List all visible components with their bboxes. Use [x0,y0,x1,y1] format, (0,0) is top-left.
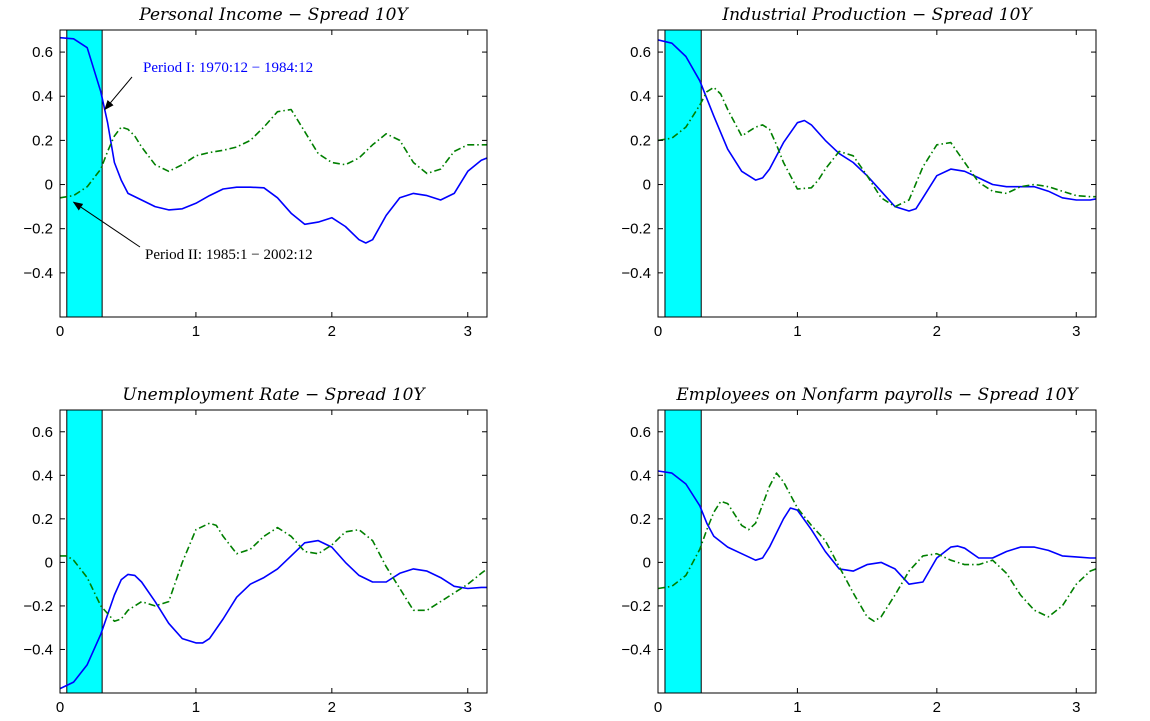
x-tick-label: 2 [933,699,941,716]
chart-title: Industrial Production − Spread 10Y [721,5,1033,25]
x-tick-label: 1 [793,699,801,716]
series-line-period-ii [60,522,487,623]
y-tick-label: 0.4 [630,88,651,105]
panel-nonfarm-payrolls: 0 1 2 3 −0.4 −0.2 0 0.2 0.4 0.6 Employees on Nonfa… [621,385,1097,716]
y-tick-label: −0.4 [621,641,651,658]
panel-personal-income: 0 1 2 3 −0.4 −0.2 0 0.2 0.4 0.6 Personal Income − … [23,5,488,340]
frequency-band [664,29,702,318]
y-tick-label: 0.4 [32,88,53,105]
y-tick-label: 0.2 [32,132,53,149]
series-line-period-ii [60,108,487,199]
axes-frame [59,409,488,694]
x-tick-label: 2 [328,699,336,716]
annotation-arrow [72,201,141,248]
y-tick-label: −0.2 [23,598,53,615]
x-tick-label: 0 [56,323,64,340]
y-tick-label: 0 [643,554,651,571]
axes-frame [657,409,1097,694]
y-tick-label: 0.6 [630,44,651,61]
series-line-period-i [60,36,487,244]
annotation-label: Period I: 1970:12 − 1984:12 [143,60,313,76]
panel-unemployment-rate: 0 1 2 3 −0.4 −0.2 0 0.2 0.4 0.6 Unemployment Rate … [23,385,488,716]
axes-frame [657,29,1097,318]
series-line-period-i [658,39,1096,212]
x-tick-label: 2 [328,323,336,340]
y-tick-label: 0.4 [32,467,53,484]
y-tick-label: 0 [45,554,53,571]
y-tick-label: 0.4 [630,467,651,484]
axes-frame [59,29,488,318]
x-tick-label: 3 [464,699,472,716]
x-tick-label: 1 [793,323,801,340]
x-tick-label: 2 [933,323,941,340]
frequency-band [66,409,103,694]
y-tick-label: 0.2 [630,132,651,149]
y-tick-label: 0.6 [32,424,53,441]
y-tick-label: −0.2 [23,221,53,238]
y-tick-label: 0 [643,177,651,194]
x-tick-label: 0 [654,323,662,340]
x-tick-label: 3 [1072,699,1080,716]
y-tick-label: 0.2 [32,511,53,528]
frequency-band [664,409,702,694]
x-tick-label: 0 [654,699,662,716]
y-tick-label: 0.2 [630,511,651,528]
y-tick-label: −0.2 [621,598,651,615]
y-tick-label: 0.6 [630,424,651,441]
series-line-period-i [658,470,1096,586]
series-line-period-ii [658,86,1096,208]
y-tick-label: −0.4 [621,265,651,282]
panel-industrial-production: 0 1 2 3 −0.4 −0.2 0 0.2 0.4 0.6 Industrial Product… [621,5,1097,340]
chart-title: Personal Income − Spread 10Y [138,5,409,25]
chart-title: Unemployment Rate − Spread 10Y [122,385,426,405]
x-tick-label: 1 [192,323,200,340]
x-tick-label: 0 [56,699,64,716]
annotation-label: Period II: 1985:1 − 2002:12 [145,247,313,263]
y-tick-label: 0.6 [32,44,53,61]
y-tick-label: −0.4 [23,265,53,282]
series-line-period-i [60,539,487,690]
x-tick-label: 3 [464,323,472,340]
x-tick-label: 3 [1072,323,1080,340]
x-tick-label: 1 [192,699,200,716]
y-tick-label: −0.4 [23,641,53,658]
y-tick-label: −0.2 [621,221,651,238]
y-tick-label: 0 [45,177,53,194]
annotation-arrow [104,76,133,111]
chart-title: Employees on Nonfarm payrolls − Spread 1… [675,385,1079,405]
